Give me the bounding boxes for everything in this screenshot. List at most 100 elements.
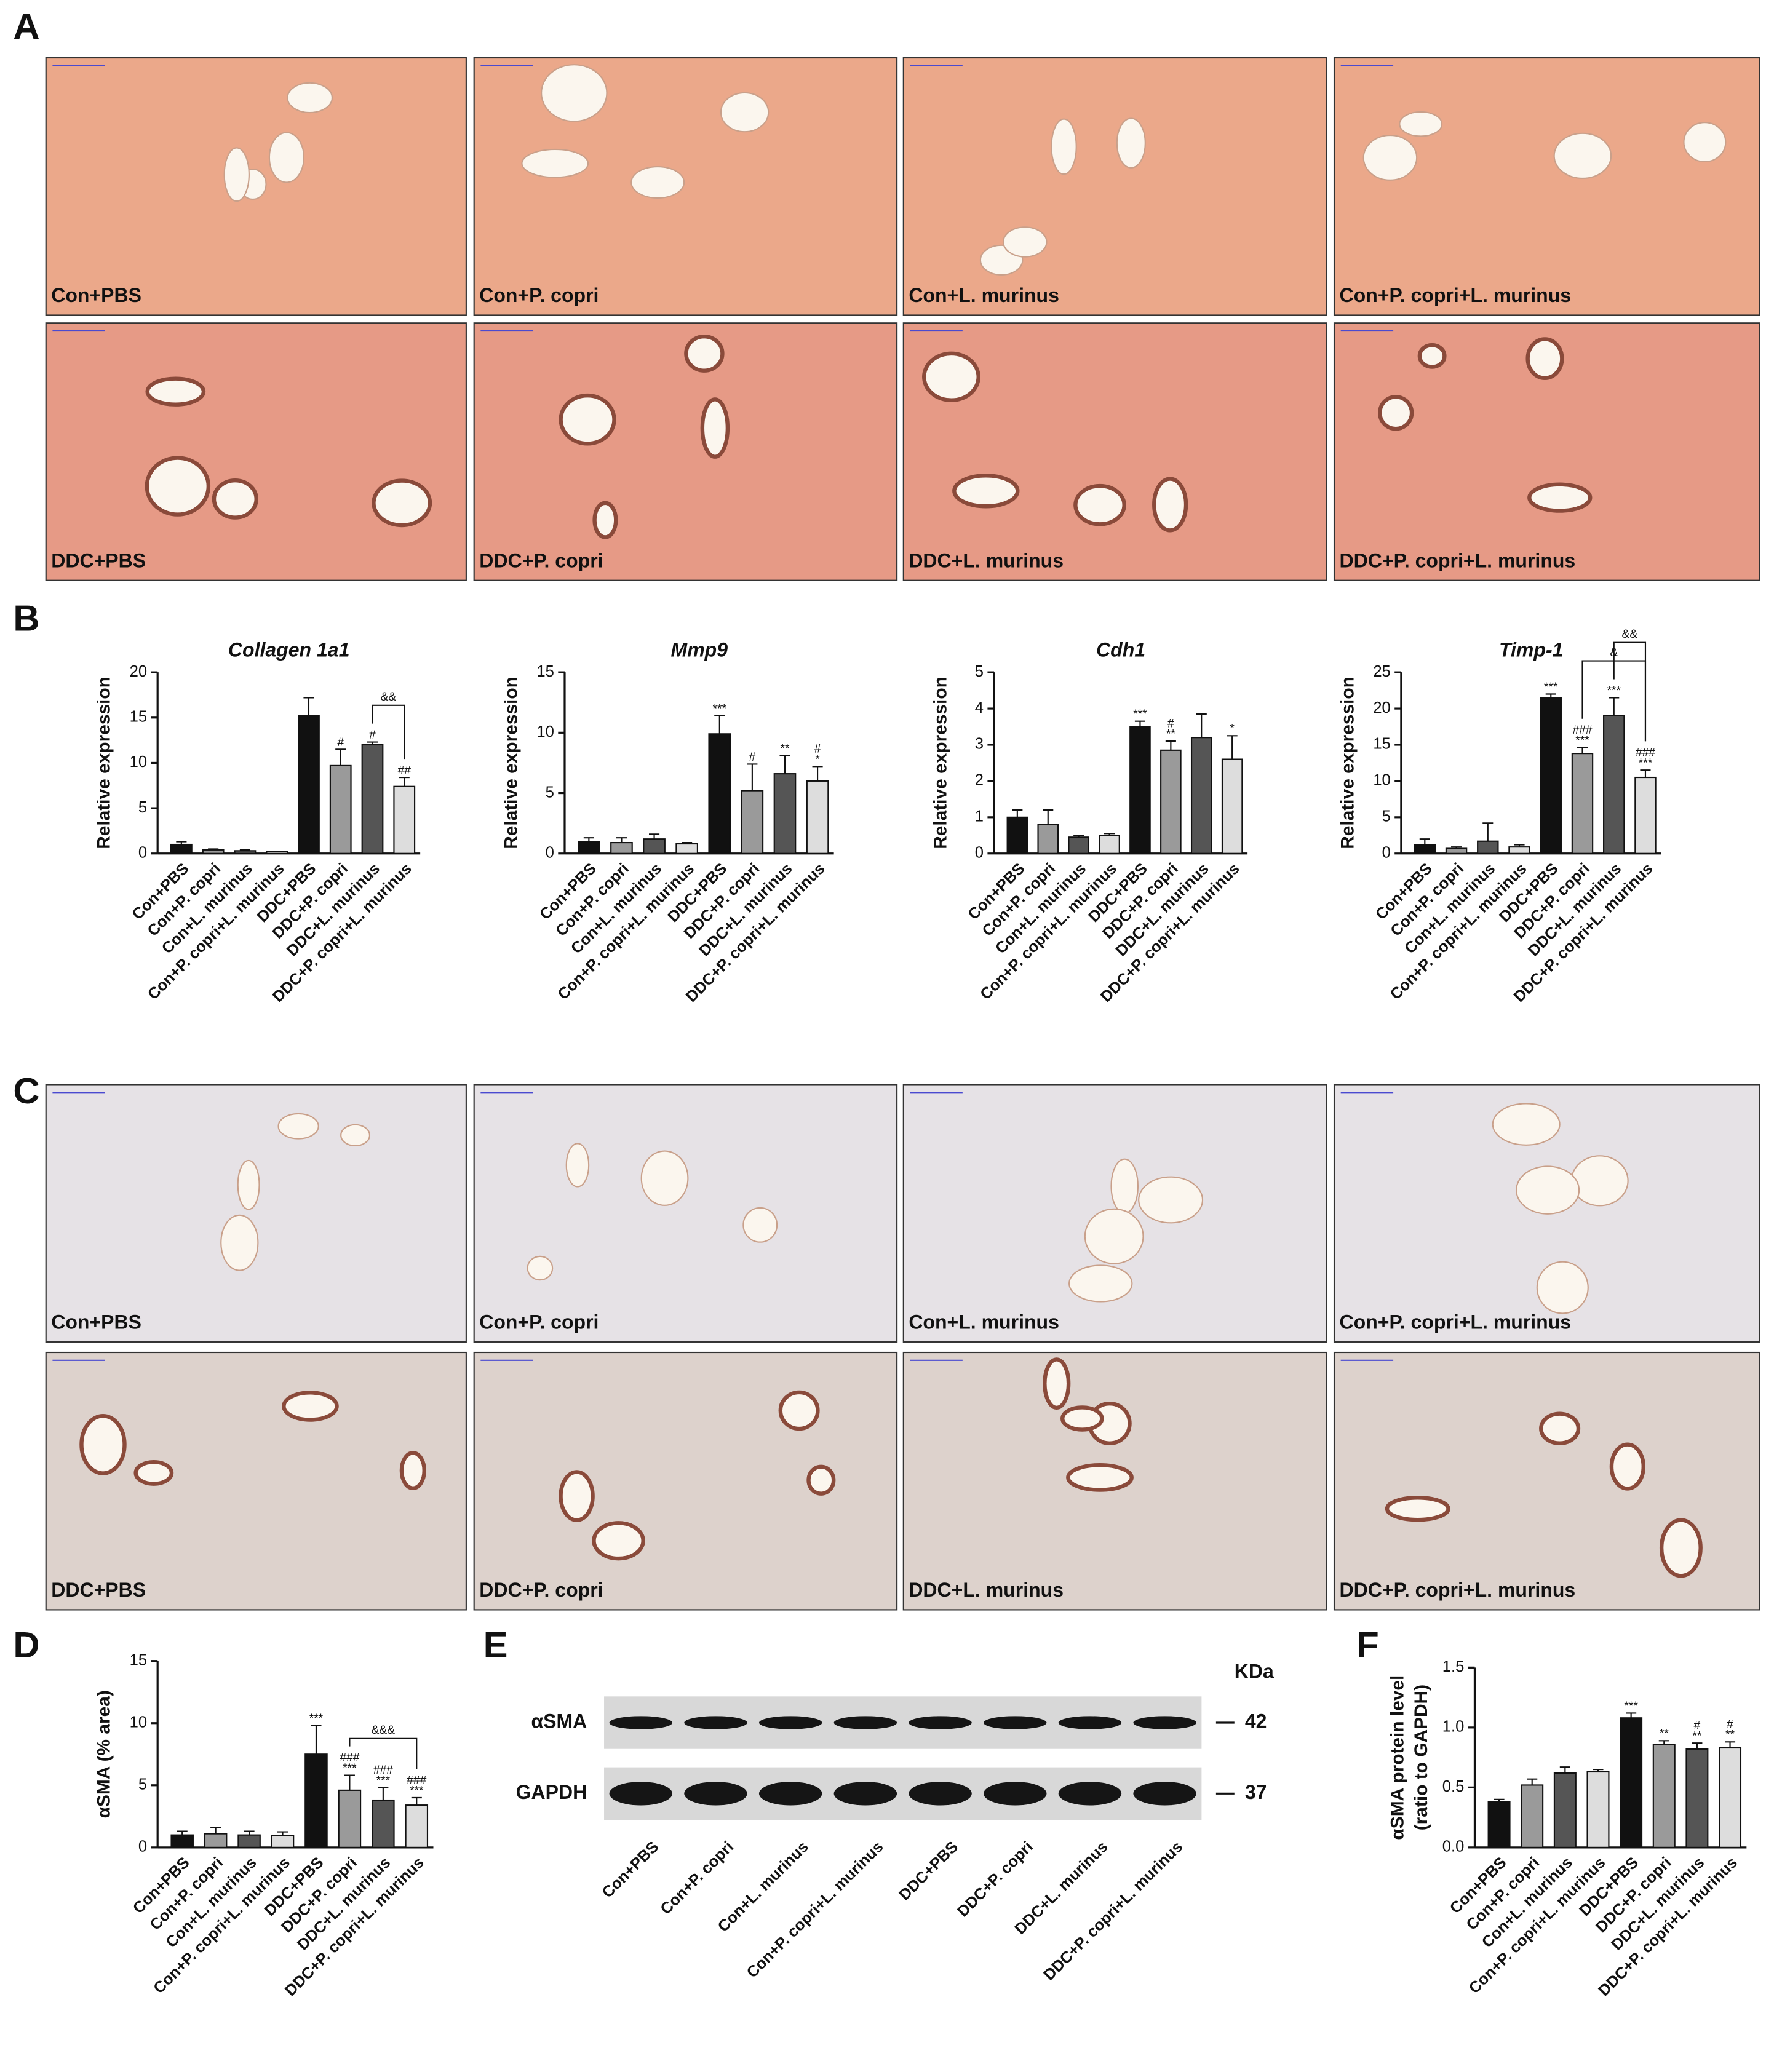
- error-bar: [344, 1774, 355, 1790]
- micrograph-label: Con+P. copri+L. murinus: [1340, 284, 1572, 306]
- significance: ***: [1607, 685, 1621, 697]
- bar: [304, 1753, 328, 1848]
- vessel: [223, 147, 250, 202]
- significance: #: [337, 736, 344, 749]
- y-tick-label: 1: [975, 808, 984, 825]
- chart-title: Collagen 1a1: [228, 638, 350, 661]
- significance: **: [1166, 728, 1175, 741]
- band: [1058, 1782, 1122, 1806]
- bar: [1719, 1747, 1742, 1848]
- bar: [170, 1834, 194, 1848]
- vessel: [220, 1214, 259, 1271]
- error-bar: [1626, 1712, 1637, 1718]
- error-bar: [335, 748, 346, 766]
- error-bar: [1227, 735, 1238, 760]
- bar: [773, 773, 797, 854]
- micrograph: [45, 1351, 467, 1611]
- error-bar: [1545, 693, 1556, 698]
- error-bar: [411, 1796, 422, 1806]
- error-bar: [1482, 822, 1494, 841]
- bar: [329, 764, 352, 854]
- bar: [298, 715, 320, 854]
- vessel: [79, 1413, 127, 1475]
- error-bar: [1073, 835, 1084, 838]
- error-bar: [812, 766, 823, 781]
- bar: [741, 790, 764, 854]
- significance: ##: [398, 764, 412, 777]
- vessel: [720, 92, 770, 133]
- significance: #: [1167, 717, 1174, 730]
- significance: **: [781, 742, 790, 755]
- significance: ###: [1636, 747, 1655, 760]
- bar: [1620, 1717, 1643, 1848]
- micrograph-label: Con+P. copri+L. murinus: [1340, 1311, 1572, 1333]
- vessel: [372, 478, 432, 528]
- error-bar: [1692, 1742, 1703, 1749]
- vessel: [778, 1390, 820, 1431]
- micrograph: [473, 57, 898, 316]
- y-axis-label: αSMA (% area): [94, 1690, 114, 1818]
- vessel: [1073, 483, 1126, 526]
- error-bar: [583, 837, 594, 842]
- significance: *: [815, 753, 820, 766]
- vessel: [1068, 1264, 1133, 1303]
- vessel: [212, 478, 258, 520]
- bar: [405, 1804, 429, 1848]
- significance: #: [369, 729, 376, 742]
- bar: [1553, 1772, 1577, 1848]
- chart-title: Mmp9: [671, 638, 728, 661]
- y-tick-label: 1.0: [1442, 1718, 1465, 1736]
- bar: [338, 1789, 362, 1848]
- vessel: [592, 501, 618, 539]
- vessel: [559, 1470, 595, 1523]
- significance: ***: [1624, 1700, 1638, 1713]
- error-bar: [1196, 713, 1207, 738]
- significance: *: [1230, 723, 1235, 736]
- bar: [1160, 749, 1182, 854]
- y-tick-label: 0: [138, 844, 147, 862]
- error-bar: [303, 697, 314, 716]
- blot-row-label: αSMA: [531, 1710, 587, 1732]
- vessel: [541, 64, 608, 122]
- significance: ***: [309, 1712, 324, 1725]
- panel-letter: B: [13, 598, 39, 639]
- vessel: [1066, 1463, 1134, 1492]
- vessel: [592, 1521, 645, 1561]
- vessel: [952, 474, 1020, 509]
- error-bar: [1134, 720, 1145, 727]
- bracket-label: &&&: [372, 1724, 396, 1737]
- y-tick-label: 15: [1373, 736, 1391, 753]
- micrograph-label: Con+PBS: [51, 284, 141, 306]
- y-axis-label: (ratio to GAPDH): [1411, 1685, 1431, 1830]
- bar: [1685, 1748, 1709, 1848]
- bar: [1068, 836, 1089, 854]
- bracket: [349, 1737, 418, 1769]
- vessel: [1138, 1176, 1204, 1224]
- vessel: [145, 456, 211, 517]
- significance: ***: [1133, 708, 1147, 721]
- lane-label: DDC+P. copri+L. murinus: [1040, 1838, 1186, 1984]
- micrograph-label: DDC+P. copri: [479, 549, 603, 571]
- error-bar: [367, 741, 378, 745]
- micrograph-label: DDC+L. murinus: [909, 1579, 1064, 1601]
- error-bar: [682, 842, 693, 844]
- micrograph: [1333, 57, 1760, 316]
- vessel: [640, 1150, 689, 1206]
- significance: #: [749, 751, 756, 764]
- blot-unit: KDa: [1235, 1660, 1275, 1682]
- vessel: [1536, 1261, 1589, 1314]
- micrograph-label: Con+P. copri: [479, 1311, 599, 1333]
- band: [1133, 1782, 1196, 1806]
- error-bar: [714, 715, 725, 734]
- chart-title: Timp-1: [1499, 638, 1563, 661]
- error-bar: [177, 1830, 188, 1835]
- vessel: [1417, 343, 1447, 369]
- error-bar: [1419, 838, 1430, 845]
- vessel: [277, 1113, 319, 1140]
- band: [1058, 1716, 1122, 1729]
- vessel: [237, 1159, 260, 1210]
- vessel: [1492, 1103, 1561, 1146]
- significance: ***: [713, 702, 727, 715]
- panel-letter: D: [13, 1624, 39, 1665]
- y-tick-label: 0: [138, 1838, 147, 1856]
